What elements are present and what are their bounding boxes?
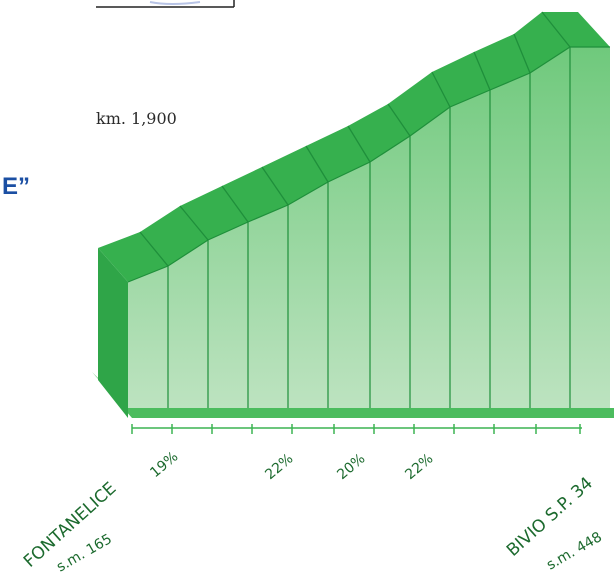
- header-box-remnant: [96, 0, 235, 8]
- base-strip: [92, 372, 614, 418]
- x-axis: [131, 424, 582, 434]
- ridge-edge: [179, 205, 209, 241]
- ridge-edge: [261, 166, 289, 206]
- ridge-edge: [347, 125, 371, 163]
- gradient-label: 22%: [402, 451, 436, 483]
- ridge-edge: [473, 51, 491, 91]
- end-altitude-label: s.m. 448: [544, 529, 605, 572]
- title-fragment: E”: [2, 173, 30, 200]
- distance-label: km. 1,900: [96, 109, 177, 128]
- ridge-edge: [431, 71, 451, 108]
- gradient-label: 19%: [147, 449, 181, 481]
- gradient-label: 22%: [262, 451, 296, 483]
- ridge-edge: [513, 33, 531, 74]
- ridge-edge: [139, 231, 169, 267]
- profile-ridge: [98, 12, 610, 282]
- ridge-edge: [305, 145, 329, 183]
- ridge-edge: [541, 11, 571, 48]
- ridge-edge: [221, 185, 249, 223]
- ridge-edge: [387, 103, 411, 137]
- gradient-label: 20%: [334, 451, 368, 483]
- profile-outline: [127, 46, 610, 283]
- profile-left-side: [98, 248, 128, 418]
